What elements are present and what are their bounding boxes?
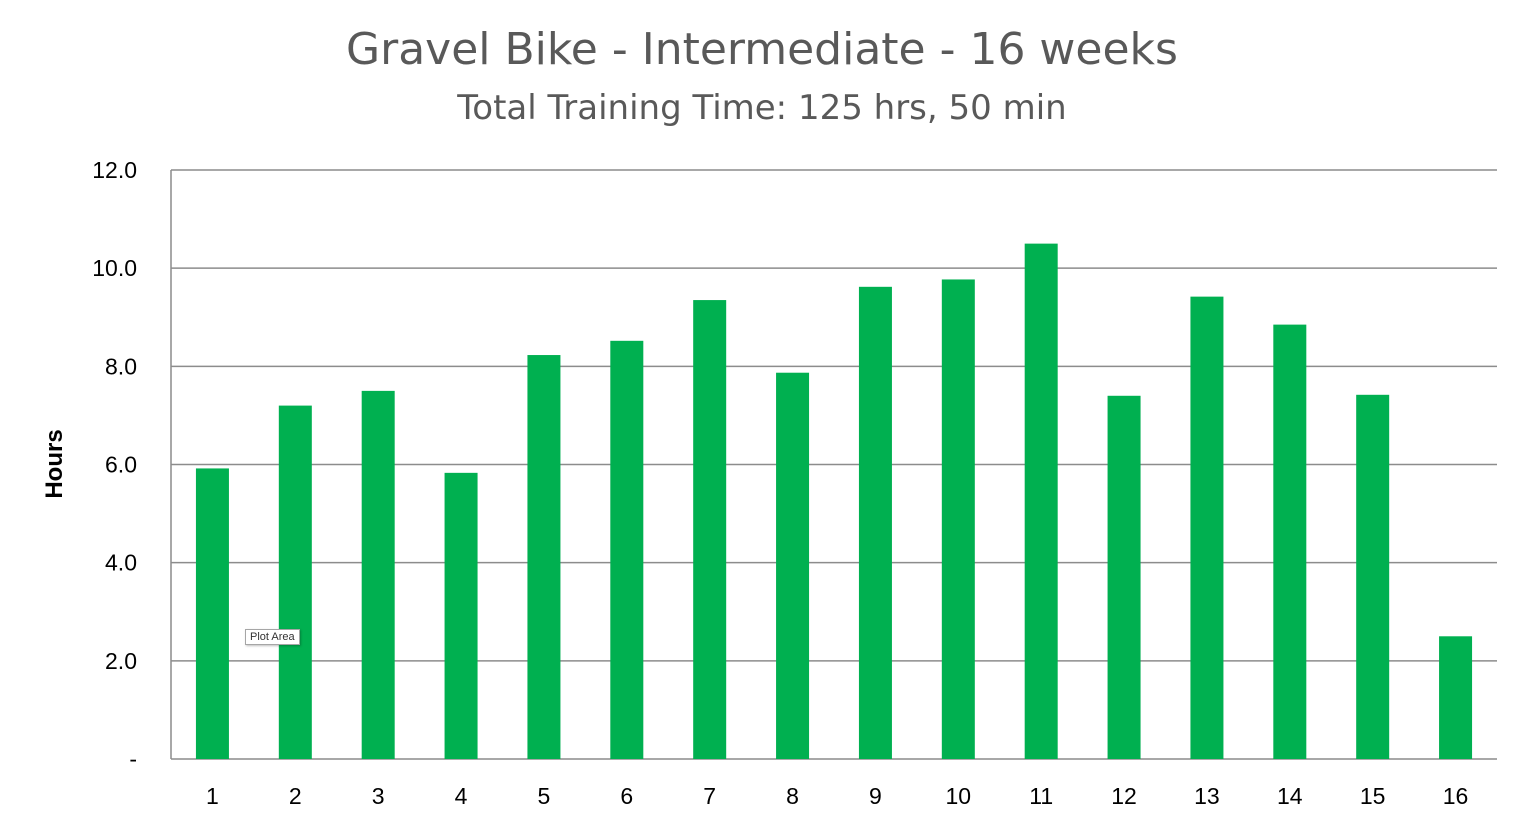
x-tick-label: 16 [1443, 783, 1469, 809]
bar-week-4[interactable] [444, 472, 478, 759]
y-tick-label: 8.0 [105, 353, 137, 379]
x-tick-label: 11 [1029, 783, 1053, 809]
plot-area-tooltip: Plot Area [245, 629, 300, 645]
x-tick-label: 15 [1360, 783, 1386, 809]
x-tick-label: 1 [206, 783, 219, 809]
chart-title: Gravel Bike - Intermediate - 16 weeks [346, 24, 1178, 75]
bar-week-3[interactable] [361, 390, 395, 759]
bar-week-16[interactable] [1439, 636, 1473, 759]
bar-week-9[interactable] [858, 286, 892, 759]
y-tick-label: 10.0 [92, 255, 137, 281]
bar-week-13[interactable] [1190, 296, 1224, 759]
bar-week-6[interactable] [610, 340, 644, 759]
x-tick-label: 2 [289, 783, 302, 809]
x-tick-label: 6 [620, 783, 633, 809]
y-tick-label: 12.0 [92, 157, 137, 183]
y-tick-label: 4.0 [105, 550, 137, 576]
bar-week-10[interactable] [941, 279, 975, 759]
bar-week-5[interactable] [527, 355, 561, 759]
bar-week-2[interactable] [278, 405, 312, 759]
bar-week-14[interactable] [1273, 324, 1307, 759]
x-axis-ticks: 1 2 3 4 5 6 7 8 9 10 11 12 13 14 15 16 [206, 783, 1468, 809]
x-tick-label: 9 [869, 783, 882, 809]
y-axis-ticks: - 2.0 4.0 6.0 8.0 10.0 12.0 [92, 157, 137, 772]
bar-week-7[interactable] [693, 300, 727, 759]
x-tick-label: 13 [1194, 783, 1220, 809]
bar-week-1[interactable] [195, 468, 229, 759]
bar-week-12[interactable] [1107, 395, 1141, 759]
x-tick-label: 14 [1277, 783, 1303, 809]
x-tick-label: 5 [538, 783, 551, 809]
chart-subtitle: Total Training Time: 125 hrs, 50 min [457, 88, 1067, 128]
x-tick-label: 12 [1111, 783, 1137, 809]
y-tick-label: 6.0 [105, 452, 137, 478]
y-tick-label: 2.0 [105, 648, 137, 674]
x-tick-label: 3 [372, 783, 385, 809]
x-tick-label: 10 [946, 783, 972, 809]
bar-week-8[interactable] [776, 372, 810, 759]
y-axis-label: Hours [41, 429, 68, 498]
bars [195, 243, 1473, 759]
bar-week-15[interactable] [1356, 394, 1390, 759]
x-tick-label: 8 [786, 783, 799, 809]
x-tick-label: 4 [455, 783, 468, 809]
y-tick-label: - [129, 746, 137, 772]
x-tick-label: 7 [703, 783, 716, 809]
bar-week-11[interactable] [1024, 243, 1058, 759]
